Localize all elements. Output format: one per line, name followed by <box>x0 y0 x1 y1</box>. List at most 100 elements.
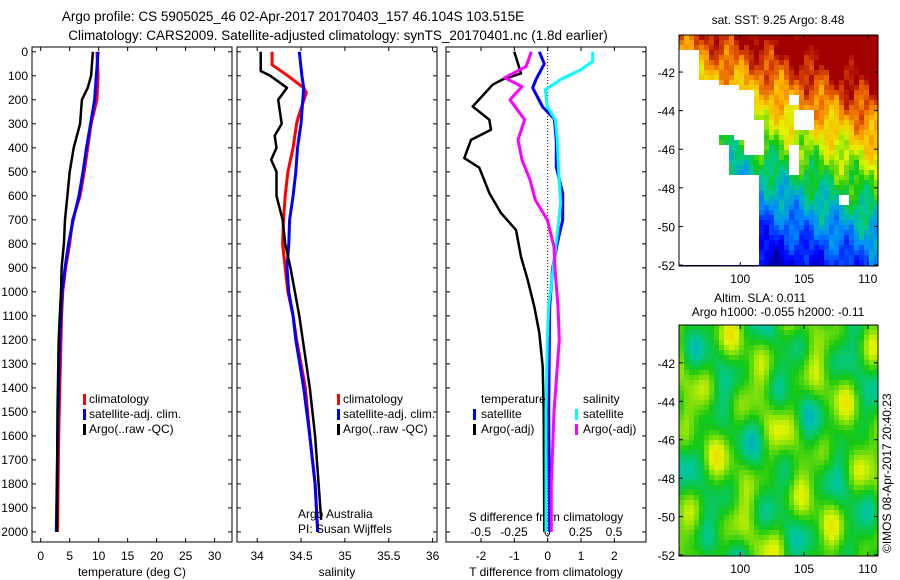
map-cell <box>724 60 729 65</box>
figure-title-line2: Climatology: CARS2009. Satellite-adjuste… <box>68 28 608 43</box>
map-cell <box>859 60 864 65</box>
map-cell <box>754 460 759 465</box>
map-cell <box>749 390 754 395</box>
map-cell <box>869 500 874 505</box>
x-tick-label: 34 <box>250 549 264 563</box>
difference-panel: -2 -1 0 1 2T difference from climatology-0.5… <box>445 46 647 579</box>
map-cell <box>789 375 794 380</box>
depth-tick-label: 1900 <box>1 501 28 515</box>
map-cell <box>854 240 859 245</box>
map-cell <box>794 200 799 205</box>
map-cell <box>719 335 724 340</box>
map-cell <box>834 395 839 400</box>
map-cell <box>694 535 699 540</box>
map-cell <box>829 365 834 370</box>
map-cell <box>824 125 829 130</box>
map-cell <box>739 65 744 70</box>
map-cell <box>729 435 734 440</box>
map-cell <box>804 535 809 540</box>
map-cell <box>829 500 834 505</box>
map-cell <box>774 70 779 75</box>
map-cell <box>854 325 859 330</box>
map-cell <box>874 520 878 525</box>
map-cell <box>829 370 834 375</box>
map-cell <box>819 540 824 545</box>
map-cell <box>859 120 864 125</box>
map-cell <box>764 195 769 200</box>
map-cell <box>829 230 834 235</box>
map-cell <box>794 185 799 190</box>
map-cell <box>814 515 819 520</box>
map-cell <box>874 480 878 485</box>
map-cell <box>794 90 799 95</box>
map-cell <box>824 215 829 220</box>
map-cell <box>789 350 794 355</box>
map-cell <box>779 175 784 180</box>
map-cell <box>679 385 684 390</box>
map-cell <box>794 445 799 450</box>
map-cell <box>684 395 689 400</box>
map-cell <box>824 65 829 70</box>
map-cell <box>814 165 819 170</box>
map-cell <box>859 90 864 95</box>
map-cell <box>704 535 709 540</box>
map-cell <box>834 545 839 550</box>
map-cell <box>799 435 804 440</box>
map-cell <box>749 400 754 405</box>
map-cell <box>804 545 809 550</box>
map-cell <box>754 85 759 90</box>
map-cell <box>784 190 789 195</box>
map-cell <box>779 250 784 255</box>
map-cell <box>714 395 719 400</box>
map-cell <box>819 455 824 460</box>
map-cell <box>699 40 704 45</box>
map-cell <box>779 460 784 465</box>
map-cell <box>804 245 809 250</box>
map-cell <box>679 435 684 440</box>
map-cell <box>744 415 749 420</box>
map-cell <box>849 75 854 80</box>
map-cell <box>819 405 824 410</box>
map-cell <box>834 365 839 370</box>
map-cell <box>834 350 839 355</box>
map-cell <box>864 340 869 345</box>
map-cell <box>734 505 739 510</box>
map-cell <box>794 55 799 60</box>
map-cell <box>824 390 829 395</box>
map-cell <box>754 35 759 40</box>
map-cell <box>804 85 809 90</box>
map-cell <box>864 345 869 350</box>
map-cell <box>809 135 814 140</box>
map-cell <box>794 210 799 215</box>
map-cell <box>769 130 774 135</box>
map-cell <box>754 160 759 165</box>
map-cell <box>764 105 769 110</box>
map-cell <box>854 65 859 70</box>
map-cell <box>774 460 779 465</box>
map-cell <box>799 145 804 150</box>
map-cell <box>819 355 824 360</box>
map-cell <box>734 45 739 50</box>
map-cell <box>699 400 704 405</box>
map-cell <box>789 420 794 425</box>
map-cell <box>784 465 789 470</box>
map-cell <box>734 510 739 515</box>
map-cell <box>799 325 804 330</box>
map-cell <box>859 470 864 475</box>
map-cell <box>864 405 869 410</box>
map-cell <box>854 350 859 355</box>
map-cell <box>829 405 834 410</box>
map-cell <box>854 455 859 460</box>
map-cell <box>779 545 784 550</box>
map-cell <box>779 485 784 490</box>
map-cell <box>814 55 819 60</box>
map-cell <box>794 405 799 410</box>
map-cell <box>734 520 739 525</box>
map-cell <box>774 500 779 505</box>
map-cell <box>874 45 878 50</box>
map-cell <box>699 365 704 370</box>
map-cell <box>739 420 744 425</box>
map-cell <box>809 385 814 390</box>
map-cell <box>819 360 824 365</box>
map-cell <box>859 175 864 180</box>
